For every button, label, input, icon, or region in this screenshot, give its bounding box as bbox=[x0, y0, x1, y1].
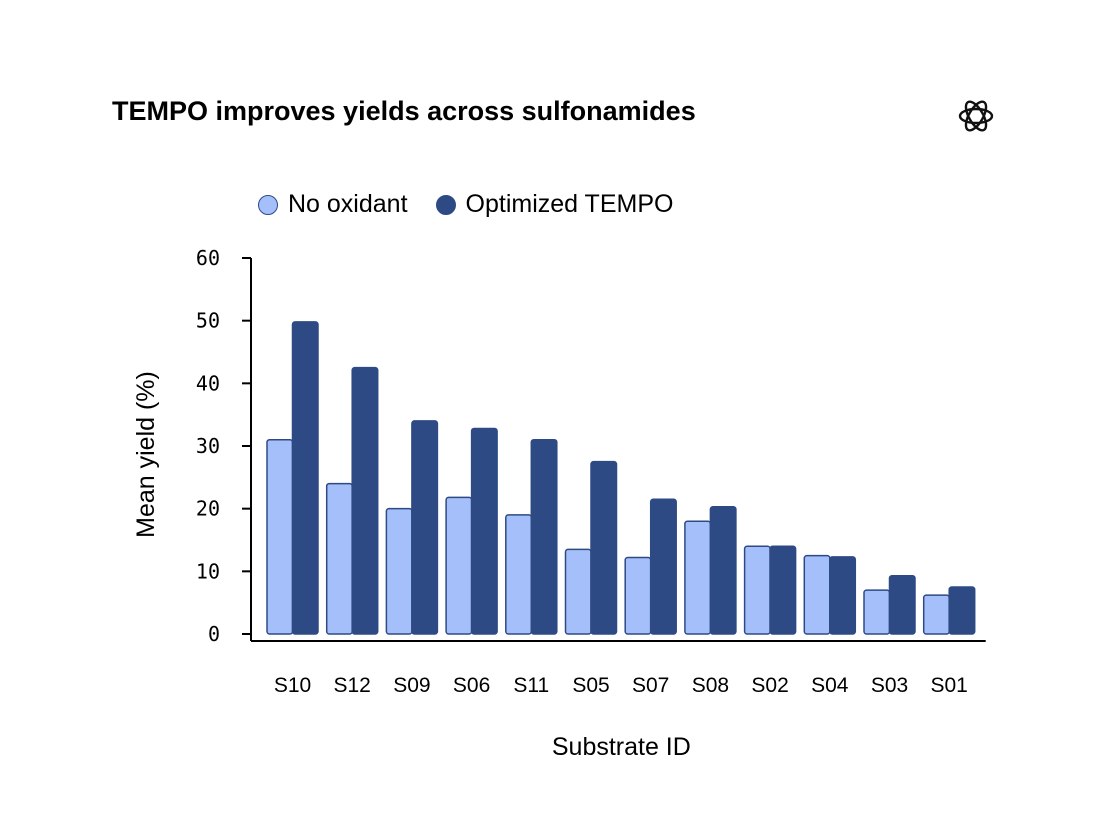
x-tick-label-s07: S07 bbox=[632, 674, 669, 697]
y-tick-label-0: 0 bbox=[208, 622, 220, 646]
legend-swatch-optimized-tempo bbox=[435, 194, 456, 215]
bar-s01-no-oxidant bbox=[922, 594, 950, 635]
bar-s08-no-oxidant bbox=[684, 520, 712, 635]
y-tick-label-40: 40 bbox=[196, 371, 220, 395]
legend: No oxidant Optimized TEMPO bbox=[258, 190, 701, 219]
x-tick-label-s04: S04 bbox=[811, 674, 849, 697]
x-tick-label-s08: S08 bbox=[692, 674, 729, 697]
chart-title: TEMPO improves yields across sulfonamide… bbox=[112, 96, 696, 126]
bar-s01-optimized-tempo bbox=[948, 586, 976, 635]
x-tick-label-s02: S02 bbox=[751, 674, 788, 697]
bars-group bbox=[266, 321, 976, 635]
bar-s05-optimized-tempo bbox=[590, 460, 618, 635]
y-axis-label: Mean yield (%) bbox=[132, 371, 160, 538]
bar-s09-optimized-tempo bbox=[411, 420, 439, 635]
y-tick-label-50: 50 bbox=[196, 309, 220, 333]
y-tick-label-60: 60 bbox=[196, 246, 220, 270]
x-tick-label-s09: S09 bbox=[393, 674, 430, 697]
legend-label-optimized-tempo: Optimized TEMPO bbox=[465, 190, 674, 218]
bar-s11-no-oxidant bbox=[505, 514, 533, 635]
y-tick-label-30: 30 bbox=[196, 434, 220, 458]
bar-s12-optimized-tempo bbox=[351, 366, 379, 635]
x-tick-label-s01: S01 bbox=[931, 674, 968, 697]
bar-s06-no-oxidant bbox=[445, 496, 473, 635]
legend-swatch-no-oxidant bbox=[258, 194, 278, 215]
x-tick-label-s03: S03 bbox=[871, 674, 908, 697]
bar-s12-no-oxidant bbox=[325, 482, 353, 635]
bar-s05-no-oxidant bbox=[564, 548, 592, 635]
x-tick-label-s06: S06 bbox=[453, 674, 490, 697]
bar-s02-no-oxidant bbox=[743, 545, 771, 635]
bar-s07-no-oxidant bbox=[624, 556, 652, 635]
y-tick-label-10: 10 bbox=[196, 559, 220, 583]
openai-logo-icon bbox=[958, 100, 994, 132]
bar-s03-optimized-tempo bbox=[888, 574, 916, 635]
bar-s10-no-oxidant bbox=[266, 438, 294, 635]
bar-s09-no-oxidant bbox=[385, 507, 413, 635]
bar-s04-optimized-tempo bbox=[829, 556, 857, 635]
x-axis-label: Substrate ID bbox=[552, 733, 691, 761]
bar-s03-no-oxidant bbox=[863, 589, 891, 635]
x-tick-label-s12: S12 bbox=[334, 674, 371, 697]
y-tick-label-20: 20 bbox=[196, 497, 220, 521]
bar-s11-optimized-tempo bbox=[530, 438, 558, 635]
x-tick-label-s05: S05 bbox=[572, 674, 609, 697]
bar-s04-no-oxidant bbox=[803, 554, 831, 635]
legend-item-optimized-tempo: Optimized TEMPO bbox=[435, 190, 674, 219]
legend-label-no-oxidant: No oxidant bbox=[288, 190, 408, 218]
y-axis-ticks: 0 10 20 30 40 50 60 bbox=[196, 246, 251, 646]
bar-s08-optimized-tempo bbox=[709, 506, 737, 635]
bar-s07-optimized-tempo bbox=[649, 498, 677, 635]
legend-item-no-oxidant: No oxidant bbox=[258, 190, 408, 219]
bar-s06-optimized-tempo bbox=[470, 427, 498, 635]
x-tick-label-s11: S11 bbox=[513, 674, 549, 697]
x-tick-label-s10: S10 bbox=[274, 674, 311, 697]
bar-s10-optimized-tempo bbox=[291, 321, 319, 635]
x-axis-ticks: S10 S12 S09 S06 S11 S05 S07 S08 S02 S04 S03 S01 bbox=[274, 674, 968, 697]
bar-s02-optimized-tempo bbox=[769, 545, 797, 635]
